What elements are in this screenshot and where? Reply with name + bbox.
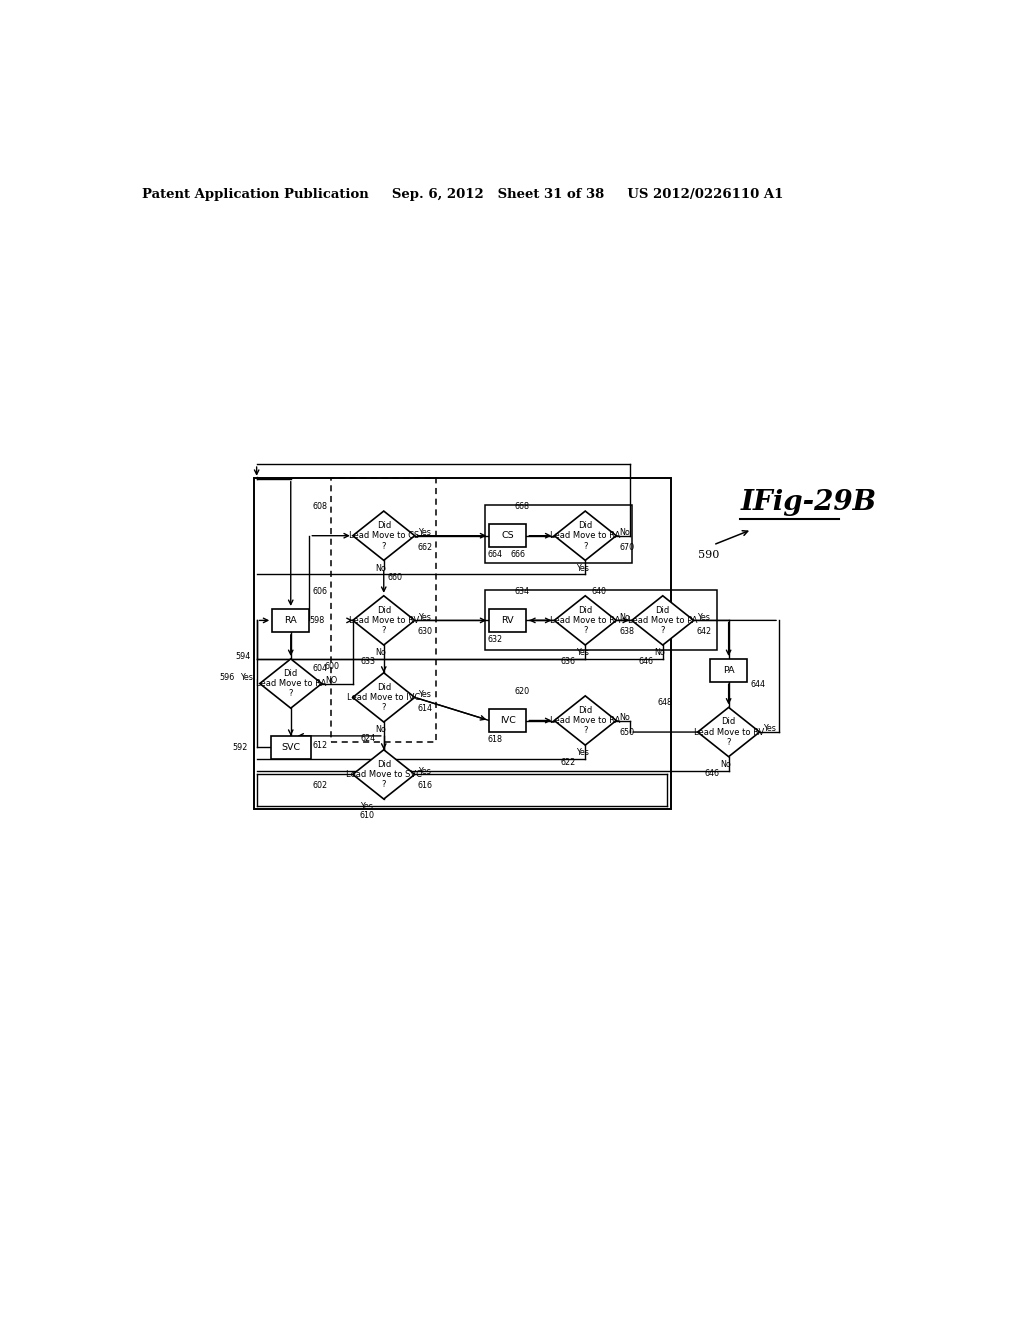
Text: 662: 662 (418, 543, 433, 552)
Text: 592: 592 (232, 743, 248, 752)
Text: 633: 633 (360, 657, 376, 667)
Text: Did
Lead Move to RA
?: Did Lead Move to RA ? (550, 606, 621, 635)
Text: 624: 624 (360, 734, 376, 743)
Text: 668: 668 (514, 502, 529, 511)
Text: No: No (375, 648, 386, 657)
Polygon shape (697, 708, 760, 756)
Text: No: No (720, 760, 731, 768)
Text: 608: 608 (313, 502, 328, 511)
Text: Yes: Yes (575, 748, 589, 758)
Text: 666: 666 (510, 550, 525, 560)
Text: Did
Lead Move to SVC
?: Did Lead Move to SVC ? (346, 759, 422, 789)
Text: 630: 630 (418, 627, 433, 636)
Text: SVC: SVC (282, 743, 300, 752)
Text: No: No (620, 713, 630, 722)
Text: No: No (654, 648, 665, 657)
FancyBboxPatch shape (272, 609, 309, 632)
Text: 616: 616 (418, 781, 433, 791)
Text: Yes: Yes (418, 528, 431, 537)
Text: 622: 622 (560, 758, 575, 767)
Text: 660: 660 (388, 573, 402, 582)
Text: 636: 636 (561, 657, 575, 667)
Polygon shape (352, 750, 415, 799)
Text: 600: 600 (325, 663, 340, 671)
Text: NO: NO (325, 676, 337, 685)
Polygon shape (352, 595, 415, 645)
Text: 634: 634 (514, 586, 529, 595)
Text: 594: 594 (234, 652, 250, 661)
Text: 638: 638 (620, 627, 634, 636)
Text: IFig-29B: IFig-29B (740, 490, 877, 516)
Text: 646: 646 (638, 657, 653, 667)
Text: Did
Lead Move to CS
?: Did Lead Move to CS ? (348, 521, 419, 550)
Polygon shape (554, 595, 616, 645)
Text: 650: 650 (620, 727, 635, 737)
Text: 596: 596 (220, 673, 234, 682)
Text: 602: 602 (312, 781, 328, 791)
Text: PA: PA (723, 667, 734, 675)
Text: 664: 664 (487, 550, 503, 560)
Text: RV: RV (502, 616, 514, 624)
Polygon shape (260, 659, 322, 708)
Text: Did
Lead Move to RV
?: Did Lead Move to RV ? (693, 717, 764, 747)
Text: Yes: Yes (418, 767, 431, 776)
Text: 614: 614 (418, 705, 433, 713)
FancyBboxPatch shape (489, 709, 526, 733)
Text: Yes: Yes (697, 612, 710, 622)
Text: RA: RA (285, 616, 297, 624)
Text: Did
Lead Move to IVC
?: Did Lead Move to IVC ? (347, 682, 421, 713)
Text: Did
Lead Move to RA
?: Did Lead Move to RA ? (256, 669, 326, 698)
FancyBboxPatch shape (270, 737, 311, 759)
Text: 612: 612 (312, 741, 328, 750)
Text: 604: 604 (313, 664, 328, 673)
FancyBboxPatch shape (710, 659, 748, 682)
Polygon shape (352, 511, 415, 561)
Text: No: No (620, 528, 630, 537)
Polygon shape (554, 696, 616, 744)
Text: 644: 644 (751, 680, 765, 689)
Text: CS: CS (502, 531, 514, 540)
Text: 648: 648 (657, 698, 673, 708)
Text: Yes: Yes (763, 725, 775, 734)
Text: 670: 670 (620, 543, 635, 552)
Polygon shape (554, 511, 616, 561)
Text: 640: 640 (592, 586, 607, 595)
Polygon shape (632, 595, 693, 645)
Text: No: No (375, 564, 386, 573)
Text: Did
Lead Move to RA
?: Did Lead Move to RA ? (550, 521, 621, 550)
Text: Yes: Yes (240, 673, 253, 682)
Text: Yes: Yes (418, 612, 431, 622)
Text: 642: 642 (697, 627, 712, 636)
Text: Yes: Yes (575, 564, 589, 573)
Text: 618: 618 (487, 735, 503, 744)
Text: Yes: Yes (575, 648, 589, 657)
Text: 590: 590 (697, 549, 719, 560)
Text: 606: 606 (313, 586, 328, 595)
Text: 646: 646 (705, 770, 719, 777)
Text: No: No (620, 612, 630, 622)
Text: Patent Application Publication     Sep. 6, 2012   Sheet 31 of 38     US 2012/022: Patent Application Publication Sep. 6, 2… (142, 187, 783, 201)
Text: No: No (375, 725, 386, 734)
Text: Did
Lead Move to RV
?: Did Lead Move to RV ? (348, 606, 419, 635)
Text: Did
Lead Move to RA
?: Did Lead Move to RA ? (550, 706, 621, 735)
Text: 610: 610 (359, 812, 374, 821)
Polygon shape (352, 673, 415, 722)
Text: Yes: Yes (418, 690, 431, 698)
Text: 632: 632 (487, 635, 503, 644)
Text: 598: 598 (309, 616, 325, 624)
Text: Yes: Yes (360, 803, 373, 812)
FancyBboxPatch shape (489, 524, 526, 548)
Text: 620: 620 (514, 686, 529, 696)
Text: IVC: IVC (500, 715, 516, 725)
FancyBboxPatch shape (489, 609, 526, 632)
Text: Did
Lead Move to PA
?: Did Lead Move to PA ? (628, 606, 697, 635)
